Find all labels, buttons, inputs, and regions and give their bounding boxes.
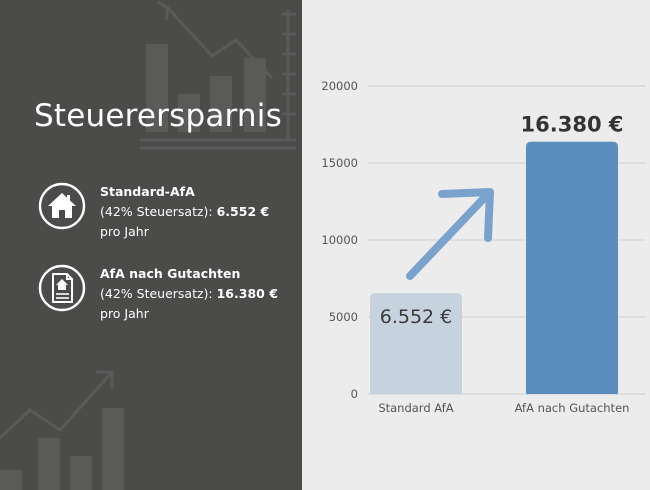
info-value: 16.380 €	[216, 286, 278, 301]
bar-standard-afa	[370, 293, 462, 394]
info-period: pro Jahr	[100, 306, 149, 321]
info-value: 6.552 €	[216, 204, 270, 219]
bar-chart: 0 5000 10000 15000 20000 Standard AfA AfA nach…	[321, 79, 646, 415]
y-tick-label: 15000	[321, 156, 358, 170]
info-heading: AfA nach Gutachten	[100, 266, 241, 281]
y-tick-label: 20000	[321, 79, 358, 93]
x-tick-label: Standard AfA	[378, 401, 453, 415]
y-tick-label: 0	[351, 387, 358, 401]
left-panel: Steuerersparnis Standard-AfA (42% Steuer…	[0, 0, 302, 490]
trend-arrow-icon	[406, 192, 490, 280]
x-tick-label: AfA nach Gutachten	[515, 401, 630, 415]
page-title: Steuerersparnis	[34, 98, 282, 134]
y-tick-label: 5000	[329, 310, 358, 324]
data-label: 6.552 €	[380, 306, 453, 328]
info-rate: (42% Steuersatz):	[100, 204, 217, 219]
trend-arrow-head-icon	[438, 188, 494, 242]
decorative-chart-background	[0, 0, 296, 490]
y-tick-label: 10000	[321, 233, 358, 247]
info-text-afa-gutachten: AfA nach Gutachten (42% Steuersatz): 16.…	[100, 264, 278, 324]
info-text-standard-afa: Standard-AfA (42% Steuersatz): 6.552 € p…	[100, 182, 269, 242]
info-rate: (42% Steuersatz):	[100, 286, 217, 301]
info-period: pro Jahr	[100, 224, 149, 239]
data-label: 16.380 €	[521, 113, 624, 137]
house-icon	[38, 182, 86, 230]
document-icon	[38, 264, 86, 312]
bar-afa-nach-gutachten	[526, 141, 618, 394]
info-heading: Standard-AfA	[100, 184, 195, 199]
